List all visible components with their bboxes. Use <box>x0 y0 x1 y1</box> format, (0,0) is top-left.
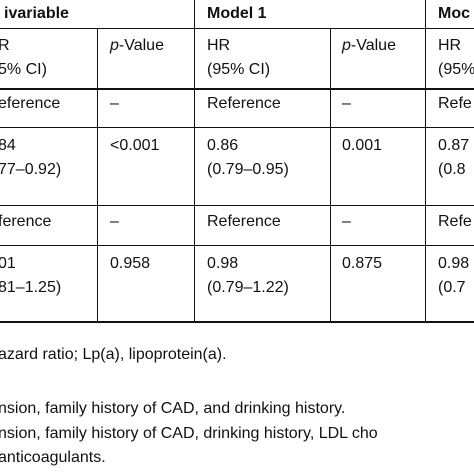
footnote: nsion, family history of CAD, drinking h… <box>0 425 378 442</box>
column-header: R <box>0 37 10 54</box>
table-cell: 84 <box>0 137 16 154</box>
column-header: (95% CI) <box>207 61 271 78</box>
footnote: anticoagulants. <box>0 449 106 466</box>
group-header: Model 1 <box>207 5 267 22</box>
column-header-part: -Value <box>350 37 396 54</box>
table-cell: 81–1.25) <box>0 279 62 296</box>
table-cell: 0.86 <box>207 137 239 154</box>
table-cell: 0.958 <box>110 255 151 272</box>
table-cell: 0.98 <box>207 255 239 272</box>
footnote: azard ratio; Lp(a), lipoprotein(a). <box>0 346 227 363</box>
table-cell: (0.79–0.95) <box>207 161 289 178</box>
table-cell: 0.875 <box>342 255 383 272</box>
table-cell: 0.98 <box>438 255 470 272</box>
table-cell: – <box>110 95 119 112</box>
column-header: p-Value <box>110 34 164 58</box>
table-cell: Refe <box>438 95 472 112</box>
table-cell: 77–0.92) <box>0 161 62 178</box>
table-cell: – <box>110 213 119 230</box>
table-cell: Reference <box>207 213 281 230</box>
table-cell: 0.87 <box>438 137 470 154</box>
column-rule <box>194 0 195 321</box>
column-rule <box>97 29 98 321</box>
table-cell: Refe <box>438 213 472 230</box>
column-header: 5% CI) <box>0 61 47 78</box>
table-cell: Reference <box>207 95 281 112</box>
rule <box>0 321 474 323</box>
rule <box>0 205 474 206</box>
footnote: nsion, family history of CAD, and drinki… <box>0 400 346 417</box>
group-header: Moc <box>438 5 470 22</box>
rule <box>0 88 474 90</box>
table-cell: (0.8 <box>438 161 466 178</box>
table-cell: ference <box>0 213 52 230</box>
column-header-part: -Value <box>118 37 164 54</box>
rule <box>0 28 474 29</box>
table-cell: <0.001 <box>110 137 160 154</box>
column-header: HR <box>207 37 231 54</box>
column-header-part: p <box>110 37 119 54</box>
table-cell: (0.79–1.22) <box>207 279 289 296</box>
column-header: p-Value <box>342 34 396 58</box>
table-cell: 01 <box>0 255 16 272</box>
column-header-part: p <box>342 37 351 54</box>
table-cell: – <box>342 95 351 112</box>
column-header: HR <box>438 37 462 54</box>
rule <box>0 127 474 128</box>
rule <box>0 245 474 246</box>
table-cell: (0.7 <box>438 279 466 296</box>
column-rule <box>425 0 426 321</box>
table-cell: eference <box>0 95 61 112</box>
column-rule <box>330 29 331 321</box>
group-header: ivariable <box>4 5 69 22</box>
table-cell: – <box>342 213 351 230</box>
table-cell: 0.001 <box>342 137 383 154</box>
column-header: (95% <box>438 61 474 78</box>
